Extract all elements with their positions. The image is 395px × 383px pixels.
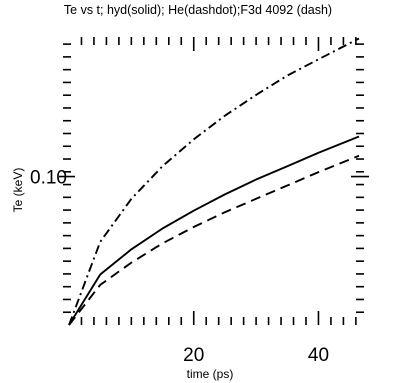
chart-title: Te vs t; hyd(solid); He(dashdot);F3d 409…	[64, 3, 332, 17]
y-axis-label: Te (keV)	[11, 168, 25, 213]
left-axis-ticks	[59, 43, 75, 314]
x-tick-labels: 20 40	[183, 345, 329, 366]
x-tick-label: 20	[183, 345, 204, 366]
x-tick-label: 40	[308, 345, 329, 366]
series-line-f3d-4092	[68, 154, 360, 326]
series-line-hyd	[68, 135, 360, 326]
bottom-axis-ticks	[80, 311, 357, 325]
y-tick-labels: 0.10	[30, 168, 67, 189]
x-axis-label: time (ps)	[187, 367, 234, 381]
series-lines	[68, 37, 360, 326]
right-axis-ticks	[351, 43, 369, 314]
series-line-he	[68, 37, 360, 326]
y-tick-label: 0.10	[30, 168, 67, 189]
top-axis-ticks	[80, 37, 357, 51]
